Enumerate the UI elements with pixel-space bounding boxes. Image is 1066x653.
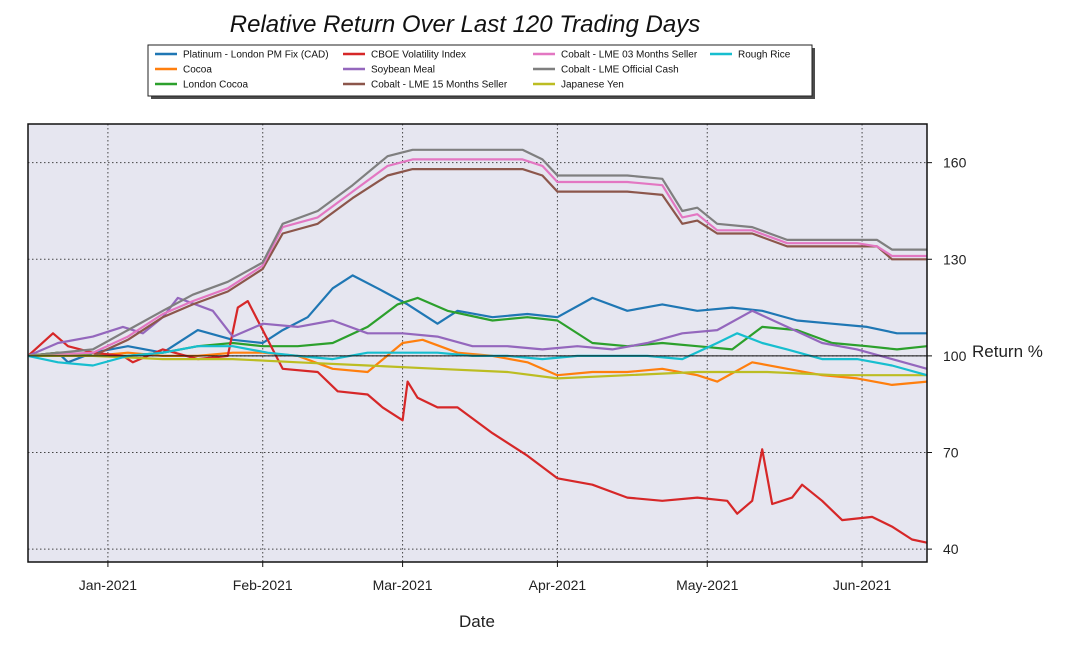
legend-box [147, 44, 813, 97]
y-tick-label: 100 [943, 348, 967, 364]
x-axis: Jan-2021 Feb-2021 Mar-2021 Apr-2021 May-2021… [79, 562, 892, 593]
x-tick-label: Apr-2021 [529, 577, 587, 593]
legend-label: Cobalt - LME 15 Months Seller [371, 80, 508, 91]
legend-label: Japanese Yen [561, 80, 624, 91]
legend-label: Cocoa [183, 65, 212, 76]
legend-label: Platinum - London PM Fix (CAD) [183, 50, 329, 61]
x-tick-label: May-2021 [676, 577, 738, 593]
y-tick-label: 40 [943, 541, 959, 557]
series-layer [27, 148, 928, 544]
series-line-6 [27, 158, 927, 357]
x-tick-label: Feb-2021 [233, 577, 293, 593]
x-tick-label: Jun-2021 [833, 577, 892, 593]
y-axis-label: Return % [972, 342, 1043, 361]
x-tick-label: Mar-2021 [373, 577, 433, 593]
legend-label: Cobalt - LME Official Cash [561, 65, 679, 76]
legend-label: London Cocoa [183, 80, 248, 91]
series-line-3 [27, 300, 928, 544]
legend-label: Rough Rice [738, 50, 791, 61]
series-line-7 [27, 148, 927, 357]
x-axis-label: Date [459, 612, 495, 631]
plot-frame [27, 123, 928, 563]
legend: Platinum - London PM Fix (CAD) Cocoa Londo… [147, 44, 815, 99]
legend-label: Cobalt - LME 03 Months Seller [561, 50, 698, 61]
y-tick-label: 130 [943, 251, 967, 267]
y-axis: 40 70 100 130 160 [927, 155, 967, 557]
y-tick-label: 160 [943, 155, 967, 171]
series-line-5 [28, 168, 927, 357]
series-line-8 [28, 354, 927, 380]
legend-label: CBOE Volatility Index [371, 50, 466, 61]
chart-title: Relative Return Over Last 120 Trading Da… [230, 11, 700, 38]
legend-label: Soybean Meal [371, 65, 435, 76]
y-tick-label: 70 [943, 445, 959, 461]
x-tick-label: Jan-2021 [79, 577, 138, 593]
